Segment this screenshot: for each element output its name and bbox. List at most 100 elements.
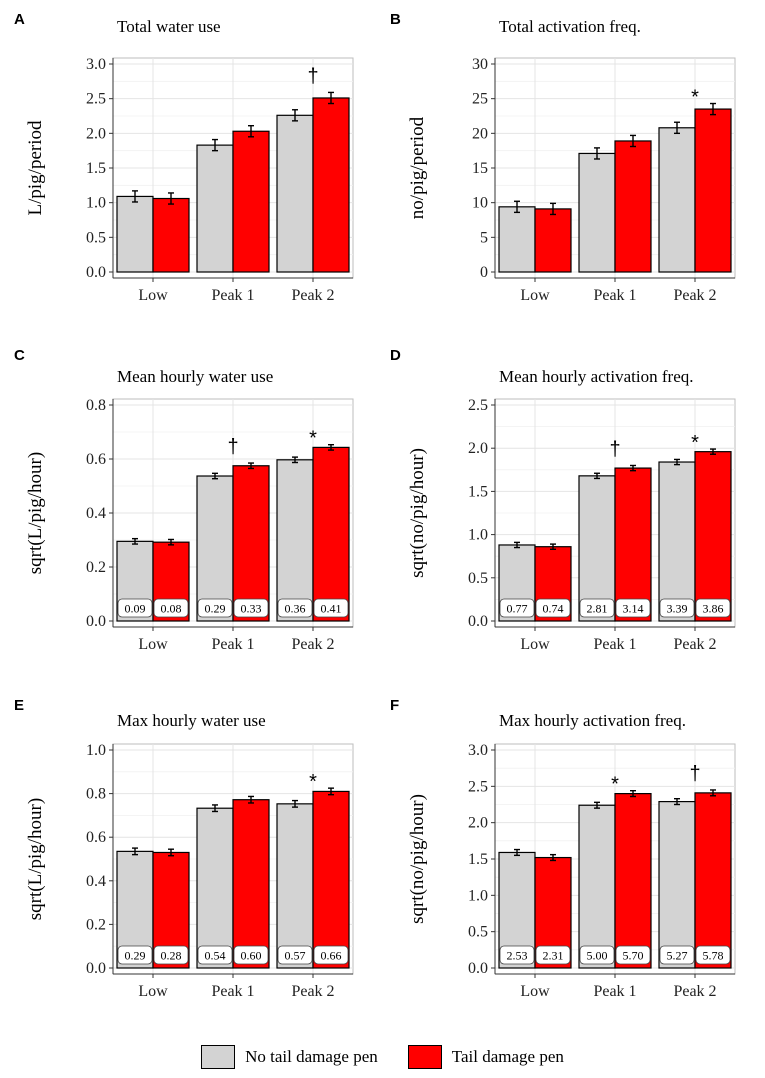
value-label: 0.29 (205, 602, 226, 616)
chart-panel-c: C Mean hourly water use 0.0 0.2 0.4 0.6 0.8 Low… (14, 347, 354, 653)
value-label: 2.31 (543, 949, 564, 963)
panel-letter: C (14, 347, 25, 364)
value-label: 0.77 (507, 602, 528, 616)
y-tick-label: 0.2 (86, 559, 106, 576)
chart-panel-b: B Total activation freq. 0 5 10 15 20 25 30 Low Pe… (390, 11, 736, 304)
y-axis-label: L/pig/period (25, 120, 46, 215)
y-axis-label: sqrt(no/pig/hour) (407, 448, 428, 578)
bar-no-tail-peak-1 (196, 475, 234, 622)
bar-tail-peak-2 (694, 792, 732, 969)
value-label-box (153, 598, 189, 618)
panel-letter: B (390, 11, 401, 28)
value-label: 5.78 (703, 949, 724, 963)
bar-tail-peak-1 (614, 792, 652, 969)
value-label: 5.27 (667, 949, 688, 963)
x-tick-label: Low (138, 287, 168, 304)
value-label: 0.57 (285, 949, 306, 963)
bar-tail-peak-1 (232, 799, 270, 969)
value-label-box (535, 945, 571, 965)
significance-marker: * (691, 87, 699, 109)
chart-title: Max hourly activation freq. (499, 711, 686, 730)
significance-marker: † (307, 65, 318, 87)
legend: No tail damage pen Tail damage pen (0, 1040, 765, 1074)
y-tick-label: 5 (480, 229, 488, 246)
x-tick-label: Peak 1 (593, 287, 636, 304)
y-tick-label: 1.0 (86, 742, 106, 759)
y-tick-label: 0.0 (86, 264, 106, 281)
value-label: 2.81 (587, 602, 608, 616)
y-tick-label: 0.0 (86, 960, 106, 977)
value-label-box (579, 598, 615, 618)
bar-tail-peak-1 (614, 140, 652, 273)
legend-label-tail: Tail damage pen (451, 1047, 564, 1066)
bar-no-tail-peak-2 (658, 800, 696, 969)
bar-tail-peak-2 (312, 97, 350, 273)
x-tick-label: Peak 1 (211, 983, 254, 1000)
y-tick-label: 25 (472, 91, 488, 108)
bar-tail-low (534, 208, 572, 273)
value-label: 3.39 (667, 602, 688, 616)
value-label-box (535, 598, 571, 618)
value-label-box (659, 945, 695, 965)
y-tick-label: 0.0 (468, 613, 488, 630)
y-tick-label: 3.0 (468, 742, 488, 759)
value-label-box (499, 598, 535, 618)
y-tick-label: 1.0 (468, 887, 488, 904)
value-label: 0.08 (161, 602, 182, 616)
y-tick-label: 0.0 (86, 613, 106, 630)
y-tick-label: 0.5 (468, 924, 488, 941)
value-label-box (659, 598, 695, 618)
y-tick-label: 0.4 (86, 873, 106, 890)
chart-title: Mean hourly activation freq. (499, 367, 694, 386)
significance-marker: † (227, 436, 238, 458)
value-label: 0.36 (285, 602, 306, 616)
value-label-box (579, 945, 615, 965)
value-label: 2.53 (507, 949, 528, 963)
value-label-box (153, 945, 189, 965)
value-label: 0.33 (241, 602, 262, 616)
bar-no-tail-peak-2 (658, 461, 696, 622)
x-tick-label: Low (520, 636, 550, 653)
panel-letter: A (14, 11, 25, 28)
value-label: 0.74 (543, 602, 564, 616)
value-label: 0.28 (161, 949, 182, 963)
bar-no-tail-low (116, 195, 154, 273)
bar-tail-peak-1 (232, 465, 270, 622)
bar-no-tail-peak-2 (276, 114, 314, 273)
x-tick-label: Peak 1 (211, 287, 254, 304)
y-tick-label: 2.5 (468, 778, 488, 795)
bar-no-tail-peak-2 (276, 459, 314, 622)
x-tick-label: Peak 1 (593, 636, 636, 653)
y-tick-label: 0.2 (86, 916, 106, 933)
value-label-box (313, 945, 349, 965)
x-tick-label: Peak 2 (291, 636, 334, 653)
value-label: 0.60 (241, 949, 262, 963)
bar-no-tail-peak-2 (276, 803, 314, 969)
bar-tail-peak-1 (614, 467, 652, 622)
bar-no-tail-peak-2 (658, 127, 696, 273)
x-tick-label: Peak 2 (673, 983, 716, 1000)
value-label: 0.54 (205, 949, 226, 963)
value-label-box (233, 945, 269, 965)
chart-panel-a: A Total water use 0.0 0.5 1.0 1.5 2.0 2.5 3.0 Low… (14, 11, 354, 304)
bar-no-tail-peak-1 (578, 152, 616, 273)
y-axis-label: sqrt(L/pig/hour) (25, 452, 46, 574)
value-label: 5.00 (587, 949, 608, 963)
panel-letter: E (14, 697, 24, 714)
value-label-box (277, 945, 313, 965)
y-tick-label: 1.0 (86, 195, 106, 212)
x-tick-label: Peak 2 (673, 287, 716, 304)
y-tick-label: 0.6 (86, 451, 106, 468)
y-tick-label: 0.8 (86, 786, 106, 803)
significance-marker: * (309, 428, 317, 450)
value-label-box (695, 945, 731, 965)
y-tick-label: 10 (472, 195, 488, 212)
legend-item-no-tail: No tail damage pen (201, 1045, 378, 1069)
y-tick-label: 20 (472, 125, 488, 142)
legend-item-tail: Tail damage pen (407, 1045, 564, 1069)
y-tick-label: 0.4 (86, 505, 106, 522)
y-tick-label: 1.0 (468, 527, 488, 544)
chart-panel-d: D Mean hourly activation freq. 0.0 0.5 1.0 1.… (390, 347, 736, 653)
y-axis-label: sqrt(L/pig/hour) (25, 798, 46, 920)
significance-marker: * (611, 774, 619, 796)
